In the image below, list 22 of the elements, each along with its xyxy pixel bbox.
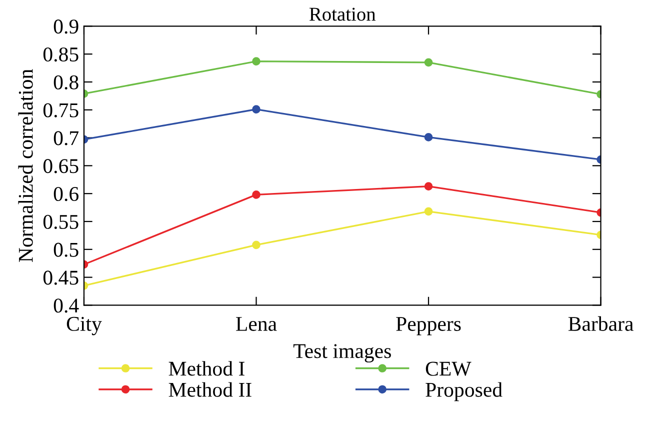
y-tick-label: 0.45 (43, 270, 78, 285)
x-tick-label: City (66, 316, 102, 336)
legend-label: Method II (168, 382, 252, 397)
y-tick-label: 0.55 (43, 214, 78, 230)
y-tick-label: 0.9 (54, 20, 78, 34)
y-tick-label: 0.65 (43, 159, 78, 174)
x-axis-title: Test images (293, 344, 391, 362)
y-tick-label: 0.5 (54, 242, 78, 257)
x-tick-label: Peppers (396, 317, 461, 336)
y-tick-label: 0.4 (54, 298, 79, 313)
y-tick-label: 0.85 (43, 47, 78, 62)
y-axis-title: Normalized correlation (18, 69, 33, 262)
x-tick-label: Lena (236, 317, 277, 331)
y-tick-label: 0.6 (54, 186, 78, 202)
y-tick-label: 0.8 (54, 75, 78, 90)
chart-title: Rotation (309, 8, 376, 21)
legend-label: CEW (426, 362, 472, 376)
legend-label: Proposed (426, 382, 502, 402)
y-tick-label: 0.75 (43, 103, 78, 118)
x-tick-label: Barbara (568, 316, 634, 331)
legend-label: Method I (168, 361, 244, 376)
y-tick-label: 0.7 (54, 131, 79, 146)
